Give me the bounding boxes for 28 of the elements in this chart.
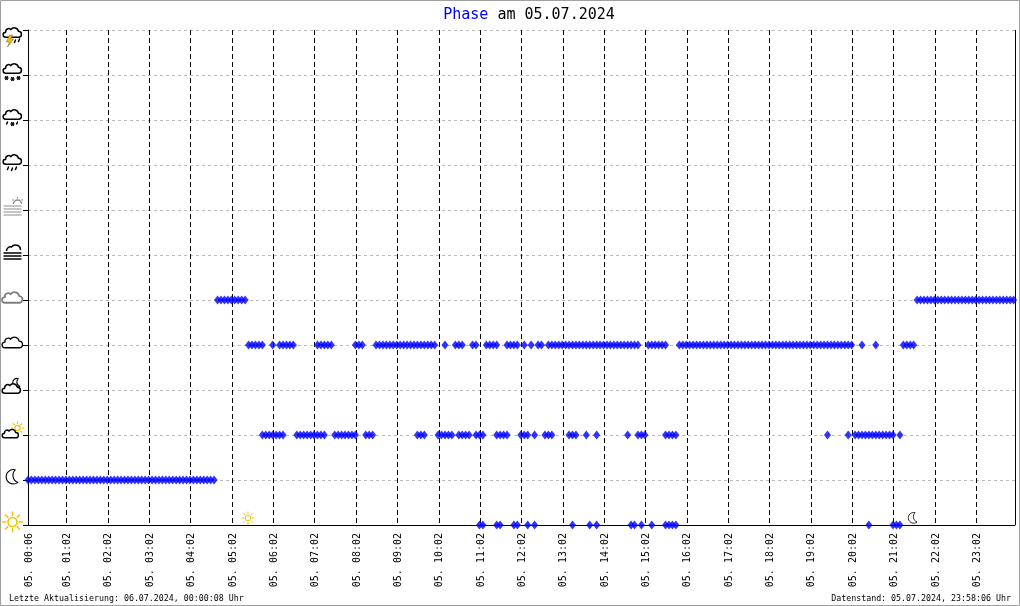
x-tick-label: 05. 06:02: [267, 533, 279, 588]
x-tick-label: 05. 10:02: [433, 533, 445, 588]
x-tick-label: 05. 16:02: [681, 533, 693, 588]
text: Letzte Aktualisierung: 06.07.2024, 00:00:08 Uhr: [9, 593, 244, 603]
x-tick-label: 05. 15:02: [640, 533, 652, 588]
x-tick-label: 05. 02:02: [102, 533, 114, 588]
x-tick-label: 05. 18:02: [764, 533, 776, 588]
x-tick-label: 05. 19:02: [805, 533, 817, 588]
x-tick-label: 05. 03:02: [143, 533, 155, 588]
x-tick-label: 05. 11:02: [474, 533, 486, 588]
x-tick-label: 05. 12:02: [516, 533, 527, 588]
x-tick-label: 05. 07:02: [309, 533, 321, 588]
x-tick-label: 05. 08:02: [350, 533, 362, 588]
chart-title: am 05.07.2024: [488, 4, 615, 23]
text: Datenstand: 05.07.2024, 23:58:06 Uhr: [831, 593, 1011, 603]
x-tick-label: 05. 13:02: [557, 533, 569, 588]
x-tick-label: 05. 14:02: [598, 533, 610, 588]
x-tick-label: 05. 21:02: [888, 533, 900, 588]
x-tick-label: 05. 09:02: [391, 533, 403, 588]
text: Phase: [443, 4, 489, 23]
x-tick-label: 05. 00:06: [22, 533, 34, 588]
x-tick-label: 05. 05:02: [226, 533, 238, 588]
x-tick-label: 05. 17:02: [722, 533, 734, 588]
x-tick-label: 05. 20:02: [846, 533, 858, 588]
x-tick-label: 05. 23:02: [970, 533, 982, 588]
x-tick-label: 05. 04:02: [185, 533, 197, 588]
x-tick-label: 05. 22:02: [929, 533, 941, 588]
x-tick-label: 05. 01:02: [61, 533, 73, 588]
